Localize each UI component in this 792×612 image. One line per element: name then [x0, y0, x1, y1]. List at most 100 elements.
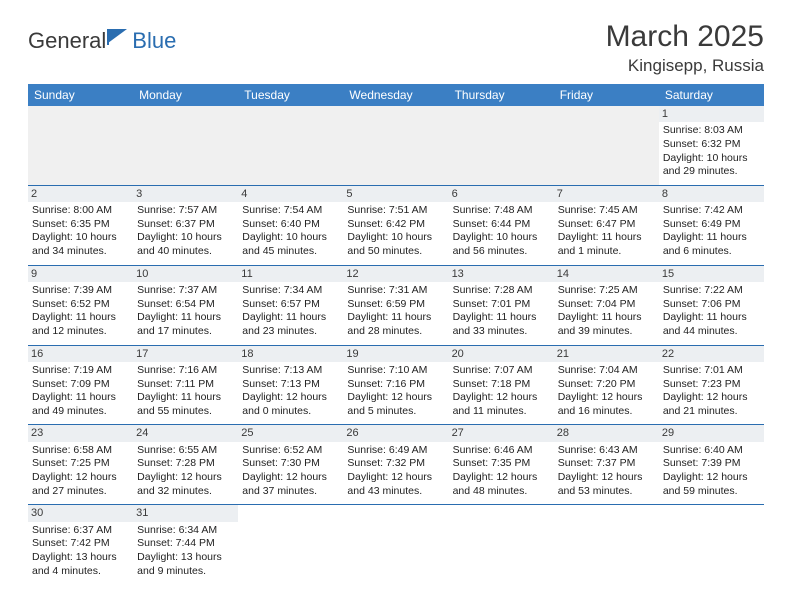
daylight-text: Daylight: 11 hours and 12 minutes.: [32, 311, 129, 338]
daylight-text: Daylight: 11 hours and 23 minutes.: [242, 311, 339, 338]
daylight-text: Daylight: 12 hours and 59 minutes.: [663, 471, 760, 498]
sunset-text: Sunset: 7:39 PM: [663, 457, 760, 471]
sunrise-text: Sunrise: 6:52 AM: [242, 444, 339, 458]
sunrise-text: Sunrise: 7:39 AM: [32, 284, 129, 298]
day-cell: 29Sunrise: 6:40 AMSunset: 7:39 PMDayligh…: [659, 425, 764, 505]
day-cell: 10Sunrise: 7:37 AMSunset: 6:54 PMDayligh…: [133, 265, 238, 345]
empty-cell: [133, 106, 238, 185]
day-number: 15: [659, 266, 764, 282]
sunset-text: Sunset: 6:40 PM: [242, 218, 339, 232]
day-cell: 4Sunrise: 7:54 AMSunset: 6:40 PMDaylight…: [238, 185, 343, 265]
empty-cell: [238, 505, 343, 584]
flag-icon: [107, 26, 131, 52]
calendar-row: 1Sunrise: 8:03 AMSunset: 6:32 PMDaylight…: [28, 106, 764, 185]
day-cell: 18Sunrise: 7:13 AMSunset: 7:13 PMDayligh…: [238, 345, 343, 425]
day-number: 14: [554, 266, 659, 282]
day-cell: 12Sunrise: 7:31 AMSunset: 6:59 PMDayligh…: [343, 265, 448, 345]
daylight-text: Daylight: 13 hours and 4 minutes.: [32, 551, 129, 578]
day-number: 24: [133, 425, 238, 441]
daylight-text: Daylight: 12 hours and 0 minutes.: [242, 391, 339, 418]
day-cell: 2Sunrise: 8:00 AMSunset: 6:35 PMDaylight…: [28, 185, 133, 265]
weekday-header: Monday: [133, 84, 238, 106]
sunset-text: Sunset: 7:32 PM: [347, 457, 444, 471]
day-number: 12: [343, 266, 448, 282]
empty-cell: [554, 106, 659, 185]
sunrise-text: Sunrise: 7:07 AM: [453, 364, 550, 378]
sunrise-text: Sunrise: 7:25 AM: [558, 284, 655, 298]
empty-cell: [28, 106, 133, 185]
sunrise-text: Sunrise: 7:31 AM: [347, 284, 444, 298]
day-cell: 22Sunrise: 7:01 AMSunset: 7:23 PMDayligh…: [659, 345, 764, 425]
day-cell: 27Sunrise: 6:46 AMSunset: 7:35 PMDayligh…: [449, 425, 554, 505]
sunset-text: Sunset: 7:28 PM: [137, 457, 234, 471]
sunset-text: Sunset: 6:49 PM: [663, 218, 760, 232]
day-cell: 26Sunrise: 6:49 AMSunset: 7:32 PMDayligh…: [343, 425, 448, 505]
sunrise-text: Sunrise: 6:58 AM: [32, 444, 129, 458]
day-number: 21: [554, 346, 659, 362]
daylight-text: Daylight: 11 hours and 33 minutes.: [453, 311, 550, 338]
sunset-text: Sunset: 7:04 PM: [558, 298, 655, 312]
sunrise-text: Sunrise: 7:57 AM: [137, 204, 234, 218]
header: General Blue March 2025 Kingisepp, Russi…: [28, 20, 764, 76]
calendar-row: 16Sunrise: 7:19 AMSunset: 7:09 PMDayligh…: [28, 345, 764, 425]
day-cell: 11Sunrise: 7:34 AMSunset: 6:57 PMDayligh…: [238, 265, 343, 345]
sunrise-text: Sunrise: 7:45 AM: [558, 204, 655, 218]
sunrise-text: Sunrise: 6:37 AM: [32, 524, 129, 538]
sunset-text: Sunset: 7:20 PM: [558, 378, 655, 392]
sunset-text: Sunset: 6:42 PM: [347, 218, 444, 232]
sunset-text: Sunset: 6:32 PM: [663, 138, 760, 152]
logo-text-general: General: [28, 28, 106, 54]
sunset-text: Sunset: 7:11 PM: [137, 378, 234, 392]
sunset-text: Sunset: 6:54 PM: [137, 298, 234, 312]
sunrise-text: Sunrise: 8:03 AM: [663, 124, 760, 138]
sunset-text: Sunset: 7:06 PM: [663, 298, 760, 312]
day-number: 17: [133, 346, 238, 362]
empty-cell: [554, 505, 659, 584]
sunset-text: Sunset: 7:01 PM: [453, 298, 550, 312]
empty-cell: [343, 505, 448, 584]
day-cell: 31Sunrise: 6:34 AMSunset: 7:44 PMDayligh…: [133, 505, 238, 584]
daylight-text: Daylight: 11 hours and 1 minute.: [558, 231, 655, 258]
daylight-text: Daylight: 10 hours and 45 minutes.: [242, 231, 339, 258]
sunset-text: Sunset: 6:35 PM: [32, 218, 129, 232]
day-cell: 1Sunrise: 8:03 AMSunset: 6:32 PMDaylight…: [659, 106, 764, 185]
sunset-text: Sunset: 7:42 PM: [32, 537, 129, 551]
sunrise-text: Sunrise: 7:51 AM: [347, 204, 444, 218]
daylight-text: Daylight: 11 hours and 49 minutes.: [32, 391, 129, 418]
day-number: 31: [133, 505, 238, 521]
sunrise-text: Sunrise: 7:04 AM: [558, 364, 655, 378]
day-number: 23: [28, 425, 133, 441]
sunset-text: Sunset: 7:13 PM: [242, 378, 339, 392]
day-number: 20: [449, 346, 554, 362]
sunrise-text: Sunrise: 7:01 AM: [663, 364, 760, 378]
daylight-text: Daylight: 10 hours and 56 minutes.: [453, 231, 550, 258]
day-number: 16: [28, 346, 133, 362]
sunset-text: Sunset: 6:52 PM: [32, 298, 129, 312]
day-cell: 5Sunrise: 7:51 AMSunset: 6:42 PMDaylight…: [343, 185, 448, 265]
empty-cell: [343, 106, 448, 185]
daylight-text: Daylight: 10 hours and 50 minutes.: [347, 231, 444, 258]
daylight-text: Daylight: 12 hours and 21 minutes.: [663, 391, 760, 418]
sunset-text: Sunset: 7:23 PM: [663, 378, 760, 392]
sunset-text: Sunset: 7:30 PM: [242, 457, 339, 471]
day-number: 3: [133, 186, 238, 202]
empty-cell: [449, 106, 554, 185]
daylight-text: Daylight: 12 hours and 37 minutes.: [242, 471, 339, 498]
day-number: 28: [554, 425, 659, 441]
day-number: 19: [343, 346, 448, 362]
day-cell: 19Sunrise: 7:10 AMSunset: 7:16 PMDayligh…: [343, 345, 448, 425]
daylight-text: Daylight: 12 hours and 43 minutes.: [347, 471, 444, 498]
weekday-header: Friday: [554, 84, 659, 106]
day-number: 11: [238, 266, 343, 282]
sunrise-text: Sunrise: 7:48 AM: [453, 204, 550, 218]
empty-cell: [449, 505, 554, 584]
day-number: 26: [343, 425, 448, 441]
sunrise-text: Sunrise: 6:46 AM: [453, 444, 550, 458]
day-number: 10: [133, 266, 238, 282]
day-cell: 16Sunrise: 7:19 AMSunset: 7:09 PMDayligh…: [28, 345, 133, 425]
logo: General Blue: [28, 26, 176, 56]
day-cell: 30Sunrise: 6:37 AMSunset: 7:42 PMDayligh…: [28, 505, 133, 584]
sunset-text: Sunset: 6:59 PM: [347, 298, 444, 312]
day-number: 1: [659, 106, 764, 122]
daylight-text: Daylight: 12 hours and 16 minutes.: [558, 391, 655, 418]
